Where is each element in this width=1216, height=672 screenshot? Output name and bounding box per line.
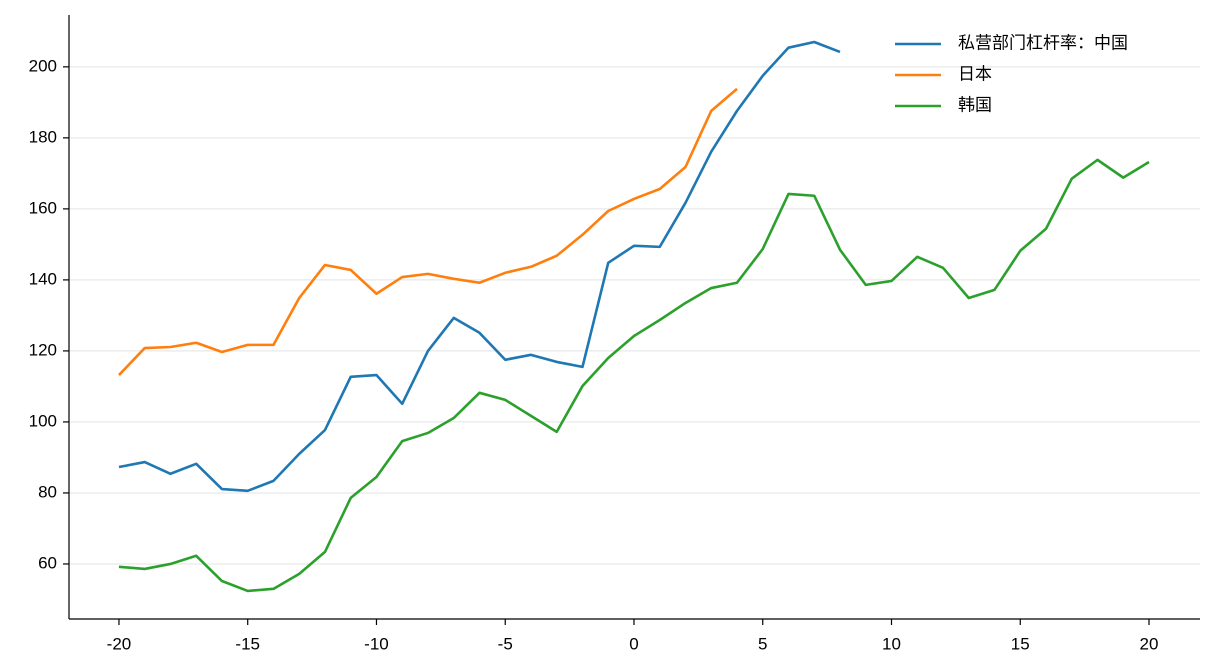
x-tick-label: -5 — [498, 634, 513, 653]
y-tick-label: 160 — [29, 198, 57, 217]
x-tick-label: -10 — [364, 634, 389, 653]
y-tick-label: 200 — [29, 56, 57, 75]
y-tick-label: 60 — [38, 553, 57, 572]
x-tick-label: 15 — [1011, 634, 1030, 653]
line — [118, 158, 1150, 593]
y-tick-label: 100 — [29, 411, 57, 430]
grid — [69, 66, 1200, 565]
x-tick-label: -15 — [235, 634, 260, 653]
legend-label: 私营部门杠杆率：中国 — [958, 33, 1128, 52]
y-tick-label: 140 — [29, 269, 57, 288]
y-tick-label: 180 — [29, 127, 57, 146]
line — [118, 40, 841, 493]
x-tick-label: -20 — [107, 634, 132, 653]
legend-label: 日本 — [958, 64, 992, 83]
legend-label: 韩国 — [958, 95, 992, 114]
line — [118, 87, 738, 376]
x-tick-label: 0 — [629, 634, 638, 653]
x-tick-label: 5 — [758, 634, 767, 653]
x-tick-label: 10 — [882, 634, 901, 653]
y-tick-label: 120 — [29, 340, 57, 359]
x-tick-label: 20 — [1140, 634, 1159, 653]
y-tick-label: 80 — [38, 482, 57, 501]
